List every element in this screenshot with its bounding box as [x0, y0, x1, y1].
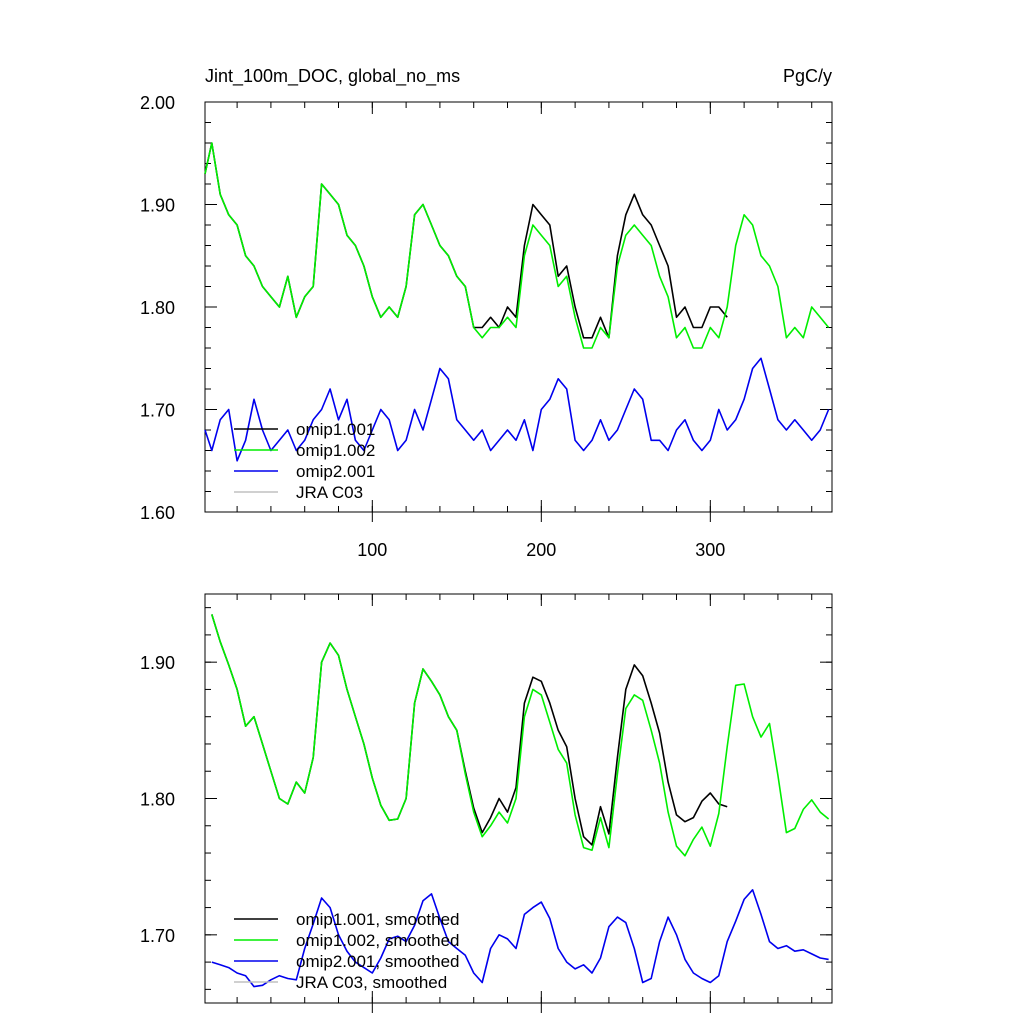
y-tick-label: 1.60	[140, 503, 175, 523]
chart-title: Jint_100m_DOC, global_no_ms	[205, 66, 460, 87]
legend-bottom: omip1.001, smoothed omip1.002, smoothed …	[234, 910, 460, 992]
legend-label-omip2-001-smoothed: omip2.001, smoothed	[296, 952, 460, 971]
legend-label-omip1-001: omip1.001	[296, 420, 375, 439]
y-tick-label: 1.70	[140, 926, 175, 946]
legend-label-omip1-002-smoothed: omip1.002, smoothed	[296, 931, 460, 950]
legend-top: omip1.001 omip1.002 omip2.001 JRA C03	[234, 420, 375, 502]
x-tick-label: 100	[357, 540, 387, 560]
series-line-omip1-002-smoothed	[211, 614, 830, 857]
x-tick-label: 200	[526, 540, 556, 560]
legend-label-jra-c03: JRA C03	[296, 483, 363, 502]
panel-2: 1.70 1.80 1.90	[140, 593, 833, 1013]
series-line-omip2-001-smoothed	[211, 888, 829, 988]
legend-label-omip2-001: omip2.001	[296, 462, 375, 481]
series-line-omip2-001	[204, 357, 830, 462]
y-tick-label: 2.00	[140, 93, 175, 113]
legend-label-omip1-001-smoothed: omip1.001, smoothed	[296, 910, 460, 929]
y-tick-label: 1.80	[140, 298, 175, 318]
legend-label-omip1-002: omip1.002	[296, 441, 375, 460]
panel-1: 1.60 1.70 1.80 1.90 2.00 100 200 300	[140, 93, 833, 560]
y-tick-label: 1.90	[140, 653, 175, 673]
y-tick-label: 1.90	[140, 196, 175, 216]
legend-label-jra-c03-smoothed: JRA C03, smoothed	[296, 973, 447, 992]
y-tick-label: 1.80	[140, 790, 175, 810]
x-tick-label: 300	[695, 540, 725, 560]
y-tick-label: 1.70	[140, 401, 175, 421]
series-line-omip1-002	[204, 142, 830, 349]
units-label: PgC/y	[783, 66, 832, 86]
